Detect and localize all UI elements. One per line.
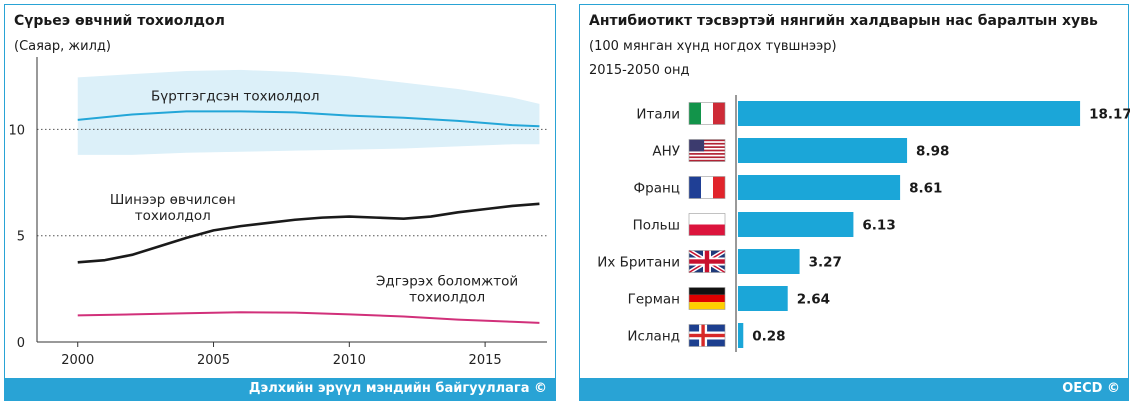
flag-stripe xyxy=(689,153,725,155)
country-label: Франц xyxy=(634,181,680,197)
germany-flag-icon xyxy=(688,287,726,310)
x-tick-label: 2000 xyxy=(61,353,94,368)
usa-flag-icon xyxy=(688,139,726,162)
flag-stripe xyxy=(689,224,725,236)
amr-chart-title: Антибиотикт тэсвэртэй нянгийн халдварын … xyxy=(589,13,1098,29)
curable-cases-line xyxy=(77,311,540,324)
flag-stripe xyxy=(713,176,725,199)
new-cases-label: тохиолдол xyxy=(135,208,211,224)
bar xyxy=(738,138,908,163)
amr-deaths-panel: Итали 18.17 АНУ 8.98 Франц 8.61 Польш 6.13 Их Бр… xyxy=(579,4,1130,401)
new-cases-line xyxy=(77,202,540,264)
flag-stripe xyxy=(689,156,725,159)
country-label: Герман xyxy=(628,292,680,308)
bar xyxy=(738,323,744,348)
curable-cases-label: тохиолдол xyxy=(409,290,485,306)
bar-value-label: 18.17 xyxy=(1089,107,1130,123)
x-tick-label: 2005 xyxy=(197,353,230,368)
bar xyxy=(738,212,854,237)
amr-bar-chart: Итали 18.17 АНУ 8.98 Франц 8.61 Польш 6.13 Их Бр… xyxy=(597,95,1130,352)
flag-stripe xyxy=(713,102,725,125)
flag-border xyxy=(688,176,726,199)
uk-flag-icon xyxy=(687,248,727,275)
flag-border xyxy=(688,250,726,273)
amr-chart-period: 2015-2050 онд xyxy=(589,63,690,78)
x-tick-label: 2015 xyxy=(469,353,502,368)
flag-stripe xyxy=(689,146,725,148)
country-label: АНУ xyxy=(652,144,680,160)
bar xyxy=(738,286,788,311)
flag-cross xyxy=(689,333,725,338)
flag-stripe xyxy=(689,302,725,310)
country-label: Польш xyxy=(633,218,680,234)
flag-border xyxy=(688,324,726,347)
poland-flag-icon xyxy=(688,213,726,236)
flag-stripe xyxy=(689,176,701,199)
flag-stripe xyxy=(689,142,725,145)
tb-cases-panel: 0 5 10 2000 2005 2010 2015 Бүртгэгдсэн тохиолдо… xyxy=(4,4,556,401)
flag-cross xyxy=(689,259,725,264)
tb-chart-title: Сүрьеэ өвчний тохиолдол xyxy=(14,13,225,29)
flag-stripe xyxy=(689,159,725,162)
country-label: Их Британи xyxy=(597,255,680,271)
flag-border xyxy=(688,139,726,162)
country-label: Исланд xyxy=(627,329,680,345)
bar-value-label: 8.98 xyxy=(916,144,949,160)
y-tick-label: 10 xyxy=(8,123,25,138)
flag-stripe xyxy=(689,287,725,295)
tb-line-chart: 0 5 10 2000 2005 2010 2015 Бүртгэгдсэн тохиолдо… xyxy=(8,57,547,368)
tb-chart-subtitle: (Саяар, жилд) xyxy=(14,39,111,54)
bar xyxy=(738,175,901,200)
flag-border xyxy=(688,287,726,310)
registered-cases-label: Бүртгэгдсэн тохиолдол xyxy=(151,89,320,105)
bar xyxy=(738,101,1081,126)
country-label: Итали xyxy=(636,107,680,123)
bar-value-label: 6.13 xyxy=(862,218,895,234)
iceland-flag-icon xyxy=(688,324,726,347)
bar-value-label: 8.61 xyxy=(909,181,942,197)
bar-value-label: 2.64 xyxy=(797,292,830,308)
flag-border xyxy=(688,102,726,125)
who-credit: Дэлхийн эрүүл мэндийн байгууллага © xyxy=(5,378,555,400)
italy-flag-icon xyxy=(688,102,726,125)
flag-canton xyxy=(689,139,705,152)
flag-stripe xyxy=(689,294,725,303)
flag-stripe xyxy=(689,149,725,152)
flag-stripe xyxy=(689,139,725,142)
france-flag-icon xyxy=(688,176,726,199)
y-tick-label: 5 xyxy=(17,230,25,245)
amr-chart-subtitle: (100 мянган хүнд ногдох түвшнээр) xyxy=(589,39,837,54)
registered-cases-line xyxy=(77,110,540,128)
bar-value-label: 3.27 xyxy=(809,255,842,271)
flag-stripe xyxy=(689,102,701,125)
bar xyxy=(738,249,800,274)
curable-cases-label: Эдгэрэх боломжтой xyxy=(376,274,518,290)
new-cases-label: Шинээр өвчилсөн xyxy=(110,192,236,208)
y-tick-label: 0 xyxy=(17,336,25,351)
oecd-credit: OECD © xyxy=(580,378,1128,400)
bar-value-label: 0.28 xyxy=(752,329,785,345)
flag-border xyxy=(688,213,726,236)
x-tick-label: 2010 xyxy=(333,353,366,368)
